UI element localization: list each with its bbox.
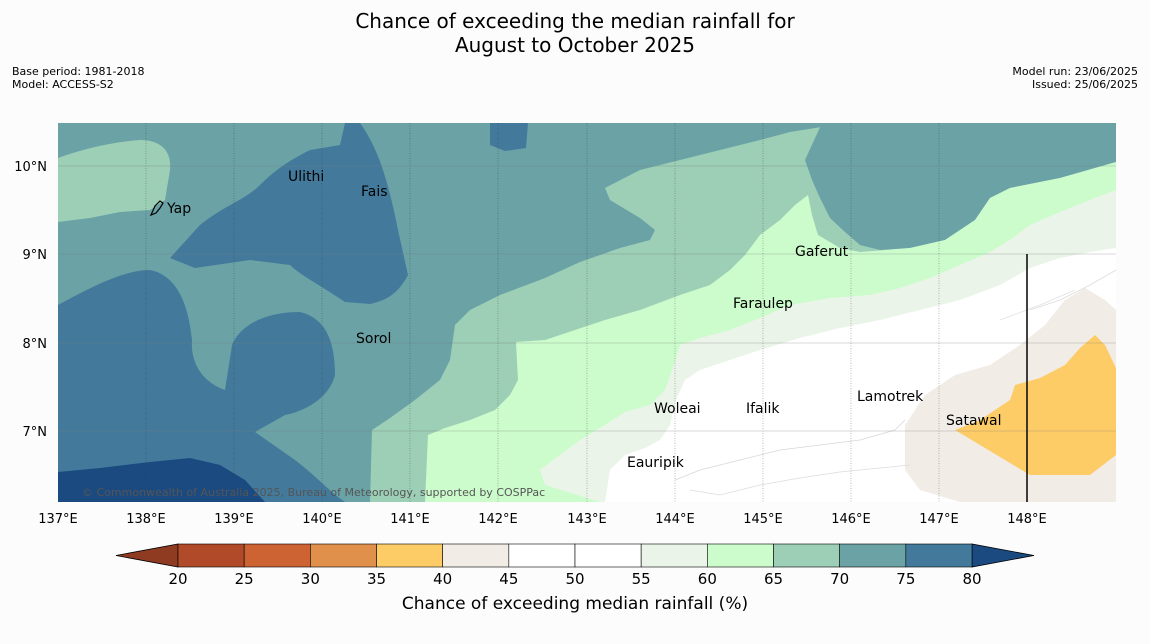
lon-tick: 143°E [567, 512, 607, 527]
lat-gridlines [58, 165, 1116, 432]
place-yap: Yap [166, 201, 191, 217]
lon-tick: 148°E [1007, 512, 1047, 527]
colorbar [115, 543, 1035, 568]
colorbar-tick-label: 70 [830, 570, 849, 588]
place-gaferut: Gaferut [795, 244, 849, 260]
colorbar-segment [574, 543, 642, 568]
lon-tick: 139°E [214, 512, 254, 527]
place-sorol: Sorol [356, 331, 391, 347]
contour-75-top [490, 123, 528, 151]
lon-tick: 140°E [302, 512, 342, 527]
copyright-notice: © Commonwealth of Australia 2025, Bureau… [82, 486, 545, 499]
lon-tick: 147°E [919, 512, 959, 527]
contour-70-gaferut [805, 123, 1116, 250]
colorbar-tick-label: 45 [499, 570, 518, 588]
colorbar-segment [177, 543, 245, 568]
contour-35 [955, 335, 1116, 475]
colorbar-tick-label: 40 [433, 570, 452, 588]
colorbar-segment [707, 543, 774, 568]
colorbar-tick-label: 55 [632, 570, 651, 588]
lon-tick: 141°E [390, 512, 430, 527]
base-period: Base period: 1981-2018 [12, 65, 145, 78]
lon-gridlines [145, 123, 940, 502]
yap-island-icon [149, 200, 164, 217]
colorbar-tick-label: 65 [764, 570, 783, 588]
colorbar-under-arrow [115, 543, 179, 568]
contour-65-yap [58, 140, 171, 222]
lon-tick: 146°E [831, 512, 871, 527]
lat-tick: 10°N [14, 160, 47, 175]
title-line-1: Chance of exceeding the median rainfall … [355, 9, 795, 33]
place-faraulep: Faraulep [733, 296, 793, 312]
place-ulithi: Ulithi [288, 169, 324, 185]
place-satawal: Satawal [946, 413, 1001, 429]
chart-title: Chance of exceeding the median rainfall … [0, 9, 1150, 57]
contour-75-west [58, 270, 345, 502]
title-line-2: August to October 2025 [454, 33, 696, 57]
colorbar-segment [442, 543, 510, 568]
model-info: Base period: 1981-2018 Model: ACCESS-S2 [12, 65, 144, 91]
lat-axis: 10°N 9°N 8°N 7°N [14, 160, 47, 440]
colorbar-tick-label: 60 [698, 570, 717, 588]
place-woleai: Woleai [654, 401, 701, 417]
contour-80 [58, 458, 265, 502]
colorbar-segment [640, 543, 708, 568]
model-name: Model: ACCESS-S2 [12, 78, 114, 91]
lat-tick: 7°N [23, 425, 48, 440]
place-lamotrek: Lamotrek [857, 389, 924, 405]
lat-tick: 8°N [23, 337, 48, 352]
colorbar-segment [243, 543, 311, 568]
lon-tick: 144°E [655, 512, 695, 527]
colorbar-segment [773, 543, 840, 568]
colorbar-tick-label: 35 [367, 570, 386, 588]
place-fais: Fais [361, 184, 388, 200]
colorbar-tick-label: 25 [235, 570, 254, 588]
lon-tick: 145°E [743, 512, 783, 527]
place-ifalik: Ifalik [746, 401, 780, 417]
colorbar-label: Chance of exceeding median rainfall (%) [401, 594, 749, 614]
colorbar-segment [905, 543, 973, 568]
place-eauripik: Eauripik [627, 455, 685, 471]
lon-tick: 142°E [478, 512, 518, 527]
contour-75-north [170, 123, 408, 304]
colorbar-ticks: 20 25 30 35 40 45 50 55 60 65 70 75 80 [168, 570, 981, 588]
colorbar-over-arrow [971, 543, 1035, 568]
lat-tick: 9°N [23, 248, 48, 263]
colorbar-tick-label: 50 [565, 570, 584, 588]
colorbar-segment [839, 543, 907, 568]
colorbar-tick-label: 30 [301, 570, 320, 588]
lon-axis: 137°E 138°E 139°E 140°E 141°E 142°E 143°… [38, 512, 1047, 527]
lon-tick: 138°E [126, 512, 166, 527]
lon-tick: 137°E [38, 512, 78, 527]
rainfall-contours [58, 123, 1116, 502]
colorbar-tick-label: 20 [168, 570, 187, 588]
model-run: Model run: 23/06/2025 [1012, 65, 1138, 78]
colorbar-segment [376, 543, 443, 568]
issued-date: Issued: 25/06/2025 [1031, 78, 1138, 91]
run-info: Model run: 23/06/2025 Issued: 25/06/2025 [1012, 65, 1138, 91]
colorbar-segment [508, 543, 576, 568]
colorbar-tick-label: 80 [962, 570, 981, 588]
colorbar-tick-label: 75 [896, 570, 915, 588]
colorbar-segment [310, 543, 377, 568]
